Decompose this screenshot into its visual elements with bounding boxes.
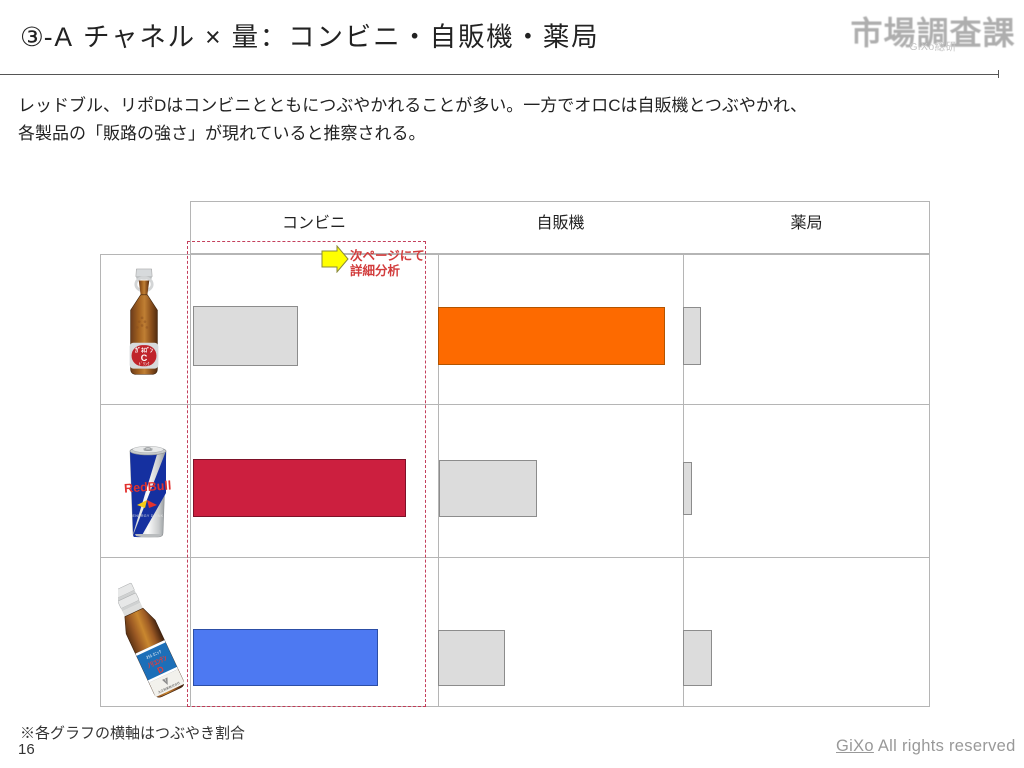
svg-text:ENERGY DRINK: ENERGY DRINK [133, 514, 164, 518]
svg-text:ﾄﾞﾘﾝｸ: ﾄﾞﾘﾝｸ [139, 360, 150, 366]
